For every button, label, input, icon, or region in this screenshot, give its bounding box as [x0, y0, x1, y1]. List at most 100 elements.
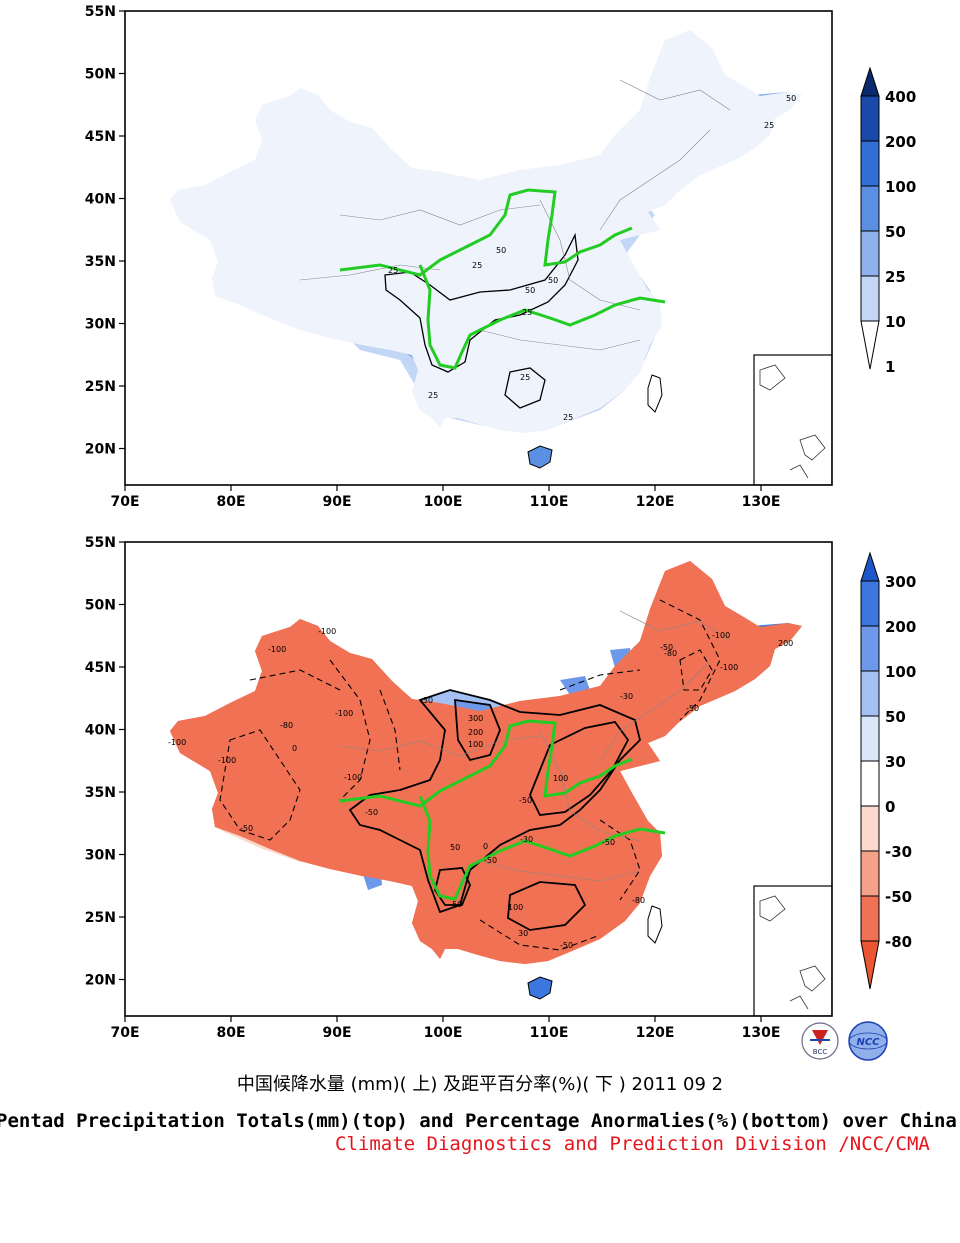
svg-text:25: 25	[428, 391, 438, 400]
svg-text:-100: -100	[318, 627, 336, 636]
colorbar-label: 200	[885, 133, 916, 151]
colorbar-segment	[860, 715, 880, 762]
bottom-panel-percentage-anomalies: -100 -100 -100 -100 -100 -80 -50 -50 -10…	[85, 535, 917, 1041]
svg-text:-50: -50	[686, 704, 699, 713]
lat-label: 50N	[85, 598, 116, 614]
svg-text:-100: -100	[712, 631, 730, 640]
lon-label: 130E	[742, 494, 781, 510]
yellow-river	[339, 188, 633, 277]
svg-text:-30: -30	[420, 696, 433, 705]
colorbar-segment	[860, 760, 880, 807]
lon-label: 70E	[110, 494, 139, 510]
lon-label: 70E	[110, 1025, 139, 1041]
lat-label: 25N	[85, 910, 116, 926]
colorbar-label: 100	[885, 178, 916, 196]
colorbar-segment	[860, 185, 880, 232]
lon-label: 120E	[636, 1025, 675, 1041]
colorbar-segment	[860, 670, 880, 717]
yangtze-river	[418, 795, 666, 901]
colorbar-top-arrow	[860, 66, 880, 97]
colorbar-segment	[860, 805, 880, 852]
colorbar-label: -30	[885, 843, 912, 861]
svg-text:50: 50	[496, 246, 506, 255]
colorbar-label: 50	[885, 708, 906, 726]
colorbar-segment	[860, 895, 880, 942]
lon-label: 110E	[530, 494, 569, 510]
svg-text:-30: -30	[620, 692, 633, 701]
lon-label: 90E	[322, 1025, 351, 1041]
colorbar-segment	[860, 95, 880, 142]
colorbar-segment	[860, 850, 880, 897]
caption-chinese: 中国候降水量 (mm)( 上) 及距平百分率(%)( 下 ) 2011 09 2	[236, 1074, 724, 1095]
svg-text:-80: -80	[280, 721, 293, 730]
colorbar-label: 100	[885, 663, 916, 681]
svg-text:300: 300	[468, 714, 483, 723]
lat-label: 20N	[85, 973, 116, 989]
caption-organization: Climate Diagnostics and Prediction Divis…	[335, 1133, 930, 1155]
hainan-island	[527, 976, 553, 1000]
top-panel-precipitation-totals: 50 25 25 50 50 25 25 25 25 25 50 55N 50N 4…	[85, 4, 917, 510]
svg-text:-50: -50	[240, 824, 253, 833]
bottom-contour-labels: -100 -100 -100 -100 -100 -80 -50 -50 -10…	[168, 627, 793, 950]
lat-label: 40N	[85, 192, 116, 208]
svg-text:-100: -100	[168, 738, 186, 747]
lon-label: 130E	[742, 1025, 781, 1041]
colorbar-label: 0	[885, 798, 895, 816]
colorbar-segment	[860, 230, 880, 277]
lon-label: 110E	[530, 1025, 569, 1041]
lat-label: 30N	[85, 848, 116, 864]
svg-text:30: 30	[518, 929, 528, 938]
lon-label: 80E	[216, 494, 245, 510]
colorbar-bottom-arrow	[860, 940, 880, 990]
lon-label: 100E	[424, 1025, 463, 1041]
svg-text:25: 25	[472, 261, 482, 270]
colorbar-segment	[860, 275, 880, 322]
colorbar-label: 200	[885, 618, 916, 636]
svg-text:-50: -50	[519, 796, 532, 805]
top-colorbar: 400 200 100 50 25 10 1	[860, 66, 916, 376]
svg-text:50: 50	[548, 276, 558, 285]
colorbar-label: 25	[885, 268, 906, 286]
lat-label: 55N	[85, 535, 116, 551]
svg-text:25: 25	[522, 308, 532, 317]
svg-text:-30: -30	[520, 835, 533, 844]
colorbar-label: 10	[885, 313, 906, 331]
svg-text:-50: -50	[560, 941, 573, 950]
lon-label: 90E	[322, 494, 351, 510]
colorbar-label: -50	[885, 888, 912, 906]
lon-label: 100E	[424, 494, 463, 510]
colorbar-bottom-arrow	[860, 320, 880, 370]
svg-text:25: 25	[563, 413, 573, 422]
colorbar-top-arrow	[860, 551, 880, 582]
svg-text:-100: -100	[218, 756, 236, 765]
ncc-logo: NCC	[848, 1021, 888, 1061]
svg-text:200: 200	[778, 639, 793, 648]
taiwan-island	[647, 374, 663, 413]
svg-text:25: 25	[388, 266, 398, 275]
lat-label: 35N	[85, 785, 116, 801]
svg-text:0: 0	[292, 744, 297, 753]
colorbar-segment	[860, 140, 880, 187]
colorbar-label: 1	[885, 358, 895, 376]
lat-label: 20N	[85, 442, 116, 458]
svg-text:-50: -50	[484, 856, 497, 865]
top-contour-labels: 50 25 25 50 50 25 25 25 25 25 50	[388, 94, 796, 422]
svg-text:-80: -80	[664, 649, 677, 658]
svg-text:25: 25	[764, 121, 774, 130]
svg-text:100: 100	[553, 774, 568, 783]
top-latitude-axis: 55N 50N 45N 40N 35N 30N 25N 20N	[85, 4, 125, 458]
svg-text:NCC: NCC	[856, 1037, 880, 1048]
yellow-river	[339, 719, 633, 808]
svg-text:50: 50	[786, 94, 796, 103]
lat-label: 35N	[85, 254, 116, 270]
svg-text:-50: -50	[660, 643, 673, 652]
lat-label: 40N	[85, 723, 116, 739]
svg-text:-100: -100	[335, 709, 353, 718]
lat-label: 30N	[85, 317, 116, 333]
hainan-island	[527, 445, 553, 469]
svg-text:100: 100	[468, 740, 483, 749]
svg-text:-100: -100	[720, 663, 738, 672]
anomaly-positive-nmg2	[560, 676, 590, 695]
svg-text:-100: -100	[344, 773, 362, 782]
colorbar-segment	[860, 580, 880, 627]
